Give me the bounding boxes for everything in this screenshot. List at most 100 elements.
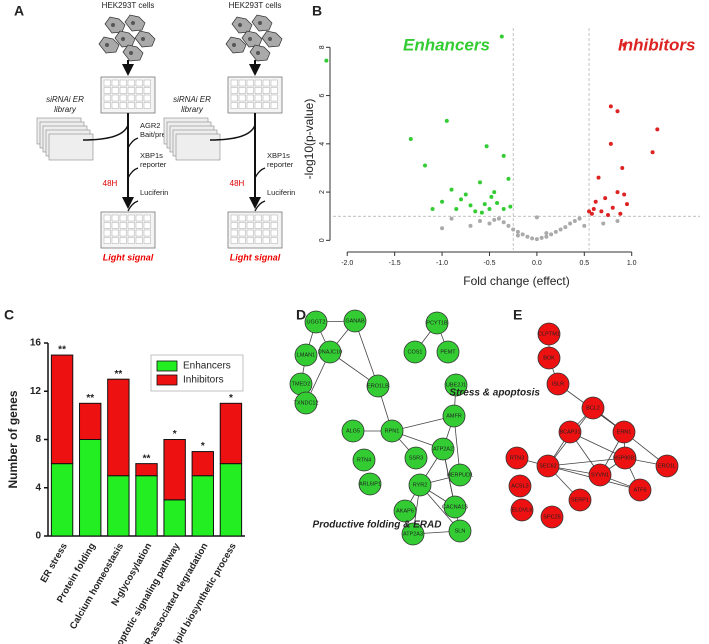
annotation: **	[143, 453, 151, 464]
point	[482, 202, 487, 207]
nucleus	[111, 23, 115, 27]
well	[103, 229, 111, 237]
step-label: AGR2 Bait/prey	[140, 121, 170, 139]
well	[262, 94, 270, 102]
node	[655, 454, 679, 478]
node-label: SYVN1	[591, 472, 609, 478]
library-plate	[48, 133, 94, 161]
nucleus	[129, 51, 133, 55]
node	[628, 478, 652, 502]
node-label: ERO1L	[658, 463, 676, 469]
node-label: TMED2	[292, 381, 311, 387]
well	[111, 94, 119, 102]
well	[246, 229, 254, 237]
step-label: XBP1s reporter	[140, 151, 167, 169]
node	[568, 488, 592, 512]
legend-label: Inhibitors	[183, 375, 224, 386]
well	[135, 94, 143, 102]
well	[262, 214, 270, 222]
step-arrow	[254, 200, 266, 212]
node	[442, 404, 466, 428]
y-tick-label: 0	[35, 531, 41, 542]
node	[318, 340, 342, 364]
node-label: CACNA1S	[442, 504, 468, 510]
step-label: Luciferin	[140, 188, 168, 197]
nucleus	[258, 21, 262, 25]
well	[254, 229, 262, 237]
point	[650, 150, 655, 155]
well	[143, 94, 151, 102]
node	[613, 446, 637, 470]
well	[111, 102, 119, 109]
point	[622, 42, 627, 47]
well	[135, 237, 143, 244]
well	[246, 87, 254, 94]
well	[238, 229, 246, 237]
well	[238, 102, 246, 109]
node	[448, 463, 472, 487]
point	[454, 206, 459, 211]
well	[238, 87, 246, 94]
point	[525, 234, 530, 239]
well	[135, 222, 143, 229]
well	[119, 214, 127, 222]
point	[487, 206, 492, 211]
node	[508, 474, 532, 498]
point	[459, 197, 464, 202]
well	[238, 94, 246, 102]
point	[534, 215, 539, 220]
node-label: ARL6IP1	[359, 481, 381, 487]
node-label: UBE2J1	[446, 382, 466, 388]
point	[449, 187, 454, 192]
annotation: *	[229, 393, 233, 404]
bar-segment	[79, 439, 102, 537]
well	[143, 214, 151, 222]
well	[254, 214, 262, 222]
node	[558, 420, 582, 444]
node-label: RYR2	[413, 482, 428, 488]
well	[238, 79, 246, 87]
point	[577, 216, 582, 221]
well	[103, 222, 111, 229]
well	[127, 102, 135, 109]
bar-segment	[219, 402, 243, 465]
well	[246, 237, 254, 244]
node-label: SEC62	[539, 463, 556, 469]
point	[511, 227, 516, 232]
point	[506, 223, 511, 228]
well	[262, 222, 270, 229]
legend-swatch	[156, 374, 178, 386]
node	[352, 448, 376, 472]
point	[506, 176, 511, 181]
step-arrow	[127, 200, 139, 212]
point	[601, 221, 606, 226]
bar-segment	[163, 499, 186, 537]
well	[262, 237, 270, 244]
well	[254, 94, 262, 102]
cells-label: HEK293T cells	[229, 1, 282, 10]
point	[553, 229, 558, 234]
node	[401, 522, 425, 546]
y-tick-label: 4	[35, 482, 41, 493]
well	[135, 79, 143, 87]
point	[440, 199, 445, 204]
node	[343, 309, 367, 333]
step-arrow	[127, 137, 139, 149]
library-label: library	[181, 105, 204, 114]
well	[119, 237, 127, 244]
well	[111, 214, 119, 222]
well	[270, 237, 278, 244]
node-label: DNAJC10	[318, 349, 342, 355]
point	[468, 223, 473, 228]
well	[119, 94, 127, 102]
node	[581, 396, 605, 420]
point	[544, 234, 549, 239]
x-tick-label: 1.0	[627, 260, 637, 267]
bar-segment	[107, 475, 130, 537]
step-label: Luciferin	[267, 188, 295, 197]
point	[477, 219, 482, 224]
nucleus	[238, 23, 242, 27]
node	[294, 391, 318, 415]
x-tick-label: -1.5	[389, 260, 401, 267]
panel-label: C	[4, 307, 14, 323]
